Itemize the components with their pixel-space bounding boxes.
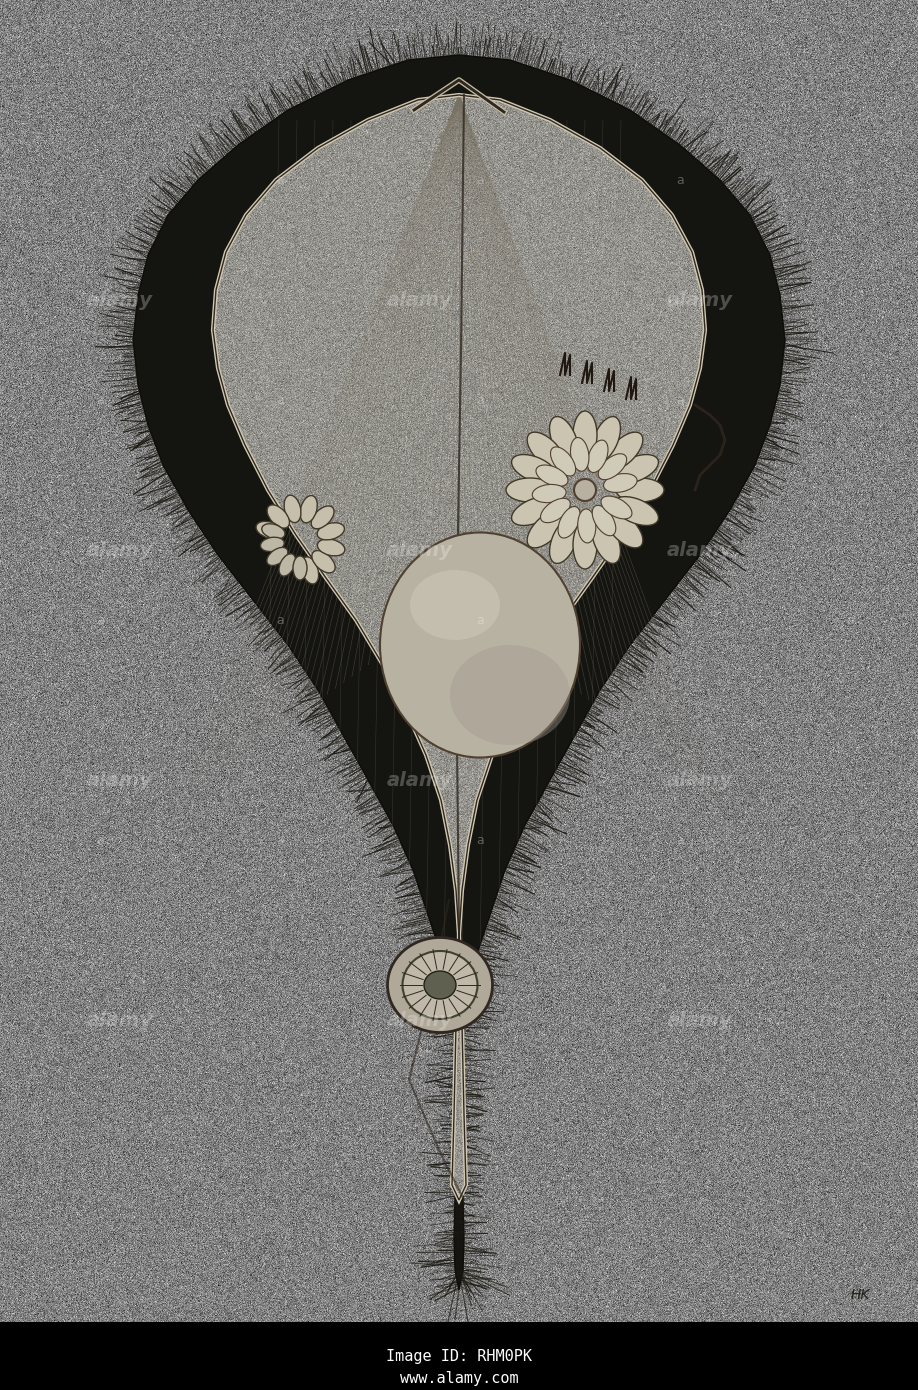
Text: a: a: [846, 174, 854, 186]
Ellipse shape: [312, 550, 335, 573]
Text: a: a: [677, 834, 684, 847]
Ellipse shape: [613, 496, 658, 525]
Text: a: a: [276, 613, 284, 627]
Ellipse shape: [317, 523, 344, 539]
Ellipse shape: [279, 553, 296, 575]
Ellipse shape: [599, 453, 627, 480]
Ellipse shape: [267, 505, 289, 528]
Ellipse shape: [402, 951, 477, 1019]
Ellipse shape: [387, 937, 492, 1033]
Ellipse shape: [300, 496, 318, 523]
Text: alamy: alamy: [667, 770, 733, 790]
Ellipse shape: [410, 570, 500, 639]
Polygon shape: [213, 95, 705, 1200]
Ellipse shape: [267, 548, 288, 566]
Ellipse shape: [558, 506, 580, 538]
Text: alamy: alamy: [87, 291, 153, 310]
Ellipse shape: [573, 521, 597, 569]
Text: alamy: alamy: [87, 770, 153, 790]
Ellipse shape: [573, 411, 597, 459]
Text: alamy: alamy: [387, 541, 453, 560]
Text: a: a: [846, 613, 854, 627]
Text: a: a: [476, 393, 484, 406]
Ellipse shape: [616, 478, 664, 502]
Bar: [0, 1322, 918, 1390]
Ellipse shape: [603, 474, 637, 492]
Ellipse shape: [550, 417, 578, 461]
Ellipse shape: [511, 496, 557, 525]
Text: a: a: [476, 174, 484, 186]
Ellipse shape: [613, 455, 658, 484]
Ellipse shape: [605, 510, 643, 548]
Text: a: a: [276, 174, 284, 186]
Ellipse shape: [318, 539, 345, 556]
Text: a: a: [476, 613, 484, 627]
Text: alamy: alamy: [387, 291, 453, 310]
Text: alamy: alamy: [667, 291, 733, 310]
Ellipse shape: [450, 645, 570, 745]
Text: alamy: alamy: [667, 541, 733, 560]
Text: a: a: [677, 393, 684, 406]
Ellipse shape: [577, 509, 596, 543]
Text: a: a: [677, 174, 684, 186]
Ellipse shape: [284, 495, 301, 523]
Text: Image ID: RHM0PK: Image ID: RHM0PK: [386, 1348, 532, 1364]
Text: a: a: [96, 393, 104, 406]
Ellipse shape: [380, 532, 580, 758]
Ellipse shape: [527, 510, 565, 548]
Text: a: a: [96, 613, 104, 627]
Text: a: a: [846, 834, 854, 847]
Ellipse shape: [424, 972, 456, 999]
Ellipse shape: [293, 556, 307, 580]
Ellipse shape: [574, 480, 596, 500]
Ellipse shape: [506, 478, 554, 502]
Text: a: a: [476, 834, 484, 847]
Ellipse shape: [527, 432, 565, 470]
Text: a: a: [846, 393, 854, 406]
Ellipse shape: [262, 524, 285, 539]
Ellipse shape: [256, 521, 283, 539]
Text: alamy: alamy: [667, 1011, 733, 1030]
Ellipse shape: [301, 557, 319, 584]
Ellipse shape: [591, 417, 621, 461]
Text: a: a: [96, 174, 104, 186]
Text: alamy: alamy: [87, 541, 153, 560]
Text: HK: HK: [850, 1289, 869, 1302]
Text: a: a: [276, 393, 284, 406]
Ellipse shape: [592, 506, 616, 535]
Text: a: a: [677, 613, 684, 627]
Ellipse shape: [261, 537, 285, 552]
Ellipse shape: [532, 485, 566, 503]
Ellipse shape: [570, 438, 589, 471]
Ellipse shape: [601, 496, 632, 518]
Text: alamy: alamy: [87, 1011, 153, 1030]
Text: alamy: alamy: [387, 1011, 453, 1030]
Ellipse shape: [536, 466, 568, 486]
Ellipse shape: [591, 518, 621, 563]
Text: alamy: alamy: [387, 770, 453, 790]
Ellipse shape: [605, 432, 643, 470]
Text: a: a: [96, 834, 104, 847]
Ellipse shape: [511, 455, 557, 484]
Ellipse shape: [311, 506, 334, 528]
Text: www.alamy.com: www.alamy.com: [399, 1371, 519, 1386]
Ellipse shape: [588, 441, 608, 473]
Ellipse shape: [541, 498, 570, 523]
Polygon shape: [133, 56, 785, 1290]
Ellipse shape: [550, 518, 578, 563]
Text: a: a: [276, 834, 284, 847]
Ellipse shape: [551, 446, 576, 475]
